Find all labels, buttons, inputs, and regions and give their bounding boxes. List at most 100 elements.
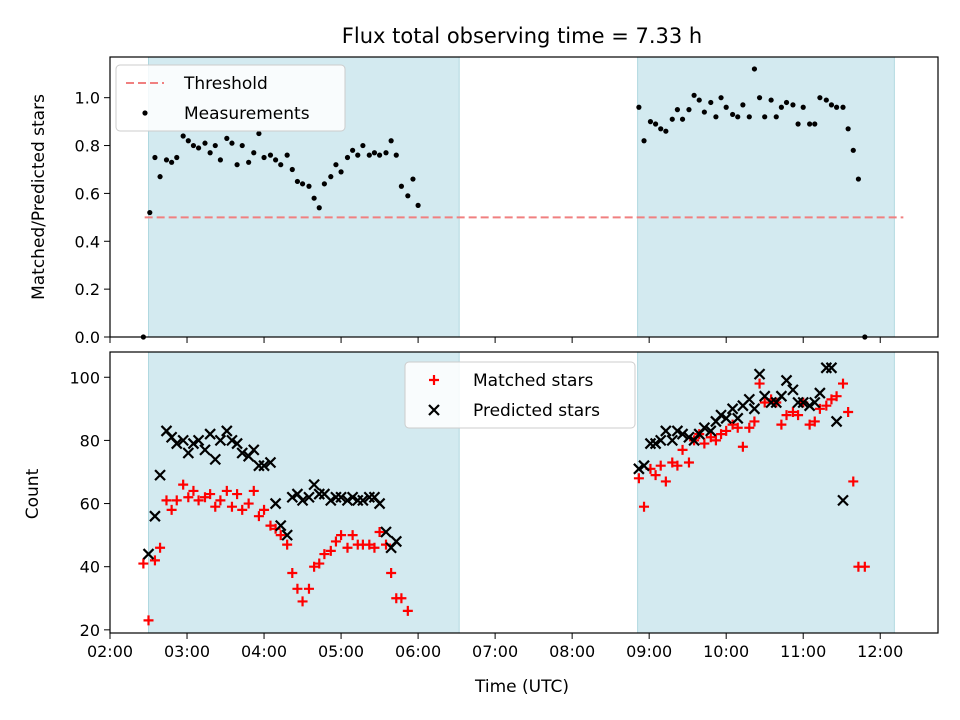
data-point xyxy=(647,119,654,125)
data-point xyxy=(199,444,211,456)
legend: Threshold Measurements xyxy=(115,64,346,132)
data-point xyxy=(848,476,859,487)
data-point xyxy=(671,425,684,437)
y-tick-label: 80 xyxy=(80,431,100,450)
data-point xyxy=(303,583,314,594)
data-point xyxy=(355,152,361,158)
data-point xyxy=(195,145,202,151)
data-point xyxy=(366,152,372,158)
data-point xyxy=(830,415,843,428)
x-tick-label: 11:00 xyxy=(780,642,826,661)
legend-label: Predicted stars xyxy=(473,401,600,421)
data-point xyxy=(154,469,166,481)
data-point xyxy=(812,121,818,127)
data-point xyxy=(705,425,717,437)
data-point xyxy=(170,437,183,450)
data-point xyxy=(147,209,153,216)
data-point xyxy=(825,362,838,374)
data-point xyxy=(221,485,232,496)
data-point xyxy=(638,459,650,472)
data-point xyxy=(259,504,270,515)
x-tick-label: 05:00 xyxy=(318,642,364,661)
data-point xyxy=(778,104,784,110)
data-point xyxy=(737,441,748,452)
data-point xyxy=(740,102,746,108)
data-point xyxy=(780,374,793,387)
data-point xyxy=(667,457,678,468)
data-point xyxy=(826,394,837,405)
data-point xyxy=(748,403,761,415)
data-point xyxy=(855,176,862,182)
data-point xyxy=(210,501,221,512)
data-point xyxy=(239,142,245,149)
data-point xyxy=(730,111,736,118)
data-point xyxy=(267,152,274,158)
data-point xyxy=(226,501,237,512)
data-point xyxy=(705,432,716,443)
data-point xyxy=(683,457,694,468)
data-point xyxy=(373,497,386,510)
data-point xyxy=(357,494,369,507)
data-point xyxy=(177,434,189,447)
x-tick-label: 07:00 xyxy=(472,642,518,661)
data-point xyxy=(264,456,277,469)
data-point xyxy=(405,193,411,199)
x-tick-label: 06:00 xyxy=(395,642,441,661)
data-point xyxy=(701,109,707,115)
data-point xyxy=(183,492,194,503)
data-point xyxy=(840,104,846,110)
data-point xyxy=(823,97,829,103)
data-point xyxy=(793,410,804,421)
data-point xyxy=(297,596,308,607)
data-point xyxy=(845,126,851,132)
data-point xyxy=(289,166,295,173)
data-point xyxy=(803,399,816,412)
data-point xyxy=(398,183,405,189)
legend-label: Threshold xyxy=(183,74,268,94)
data-point xyxy=(350,147,356,153)
data-point xyxy=(716,429,727,440)
data-point xyxy=(155,542,166,553)
data-point xyxy=(188,485,199,496)
data-point xyxy=(393,152,399,158)
data-point xyxy=(149,555,160,566)
data-point xyxy=(182,447,195,459)
legend-box xyxy=(404,361,636,429)
top-panel: 0.0 0.2 0.4 0.6 0.8 1.0 Threshold Measurements xyxy=(75,56,939,347)
data-point xyxy=(843,406,854,417)
data-point xyxy=(261,154,267,161)
data-point xyxy=(278,162,284,168)
data-point xyxy=(161,495,172,506)
data-point xyxy=(237,504,248,515)
data-point xyxy=(347,530,358,541)
data-point xyxy=(696,97,702,103)
data-point xyxy=(207,150,213,156)
data-point xyxy=(316,205,322,211)
data-point xyxy=(157,174,163,180)
data-point xyxy=(808,396,821,409)
data-point xyxy=(814,403,825,414)
data-point xyxy=(319,549,330,560)
data-point xyxy=(342,542,353,553)
x-tick-label: 03:00 xyxy=(164,642,210,661)
data-point xyxy=(749,416,760,427)
data-point xyxy=(166,504,177,515)
observing-window-shade xyxy=(637,57,895,337)
legend-swatch-x xyxy=(428,404,440,416)
data-point xyxy=(371,150,378,156)
data-point xyxy=(294,178,301,185)
data-point xyxy=(781,410,792,421)
legend-label: Measurements xyxy=(184,104,310,124)
data-point xyxy=(171,495,182,506)
data-point xyxy=(713,114,719,120)
data-point xyxy=(221,425,233,437)
data-point xyxy=(821,400,832,411)
data-point xyxy=(652,121,659,127)
data-point xyxy=(190,142,197,149)
data-point xyxy=(641,138,647,144)
data-point xyxy=(247,444,260,456)
data-point xyxy=(306,183,312,189)
data-point xyxy=(787,384,799,396)
data-point xyxy=(335,491,347,504)
data-point xyxy=(762,114,768,120)
